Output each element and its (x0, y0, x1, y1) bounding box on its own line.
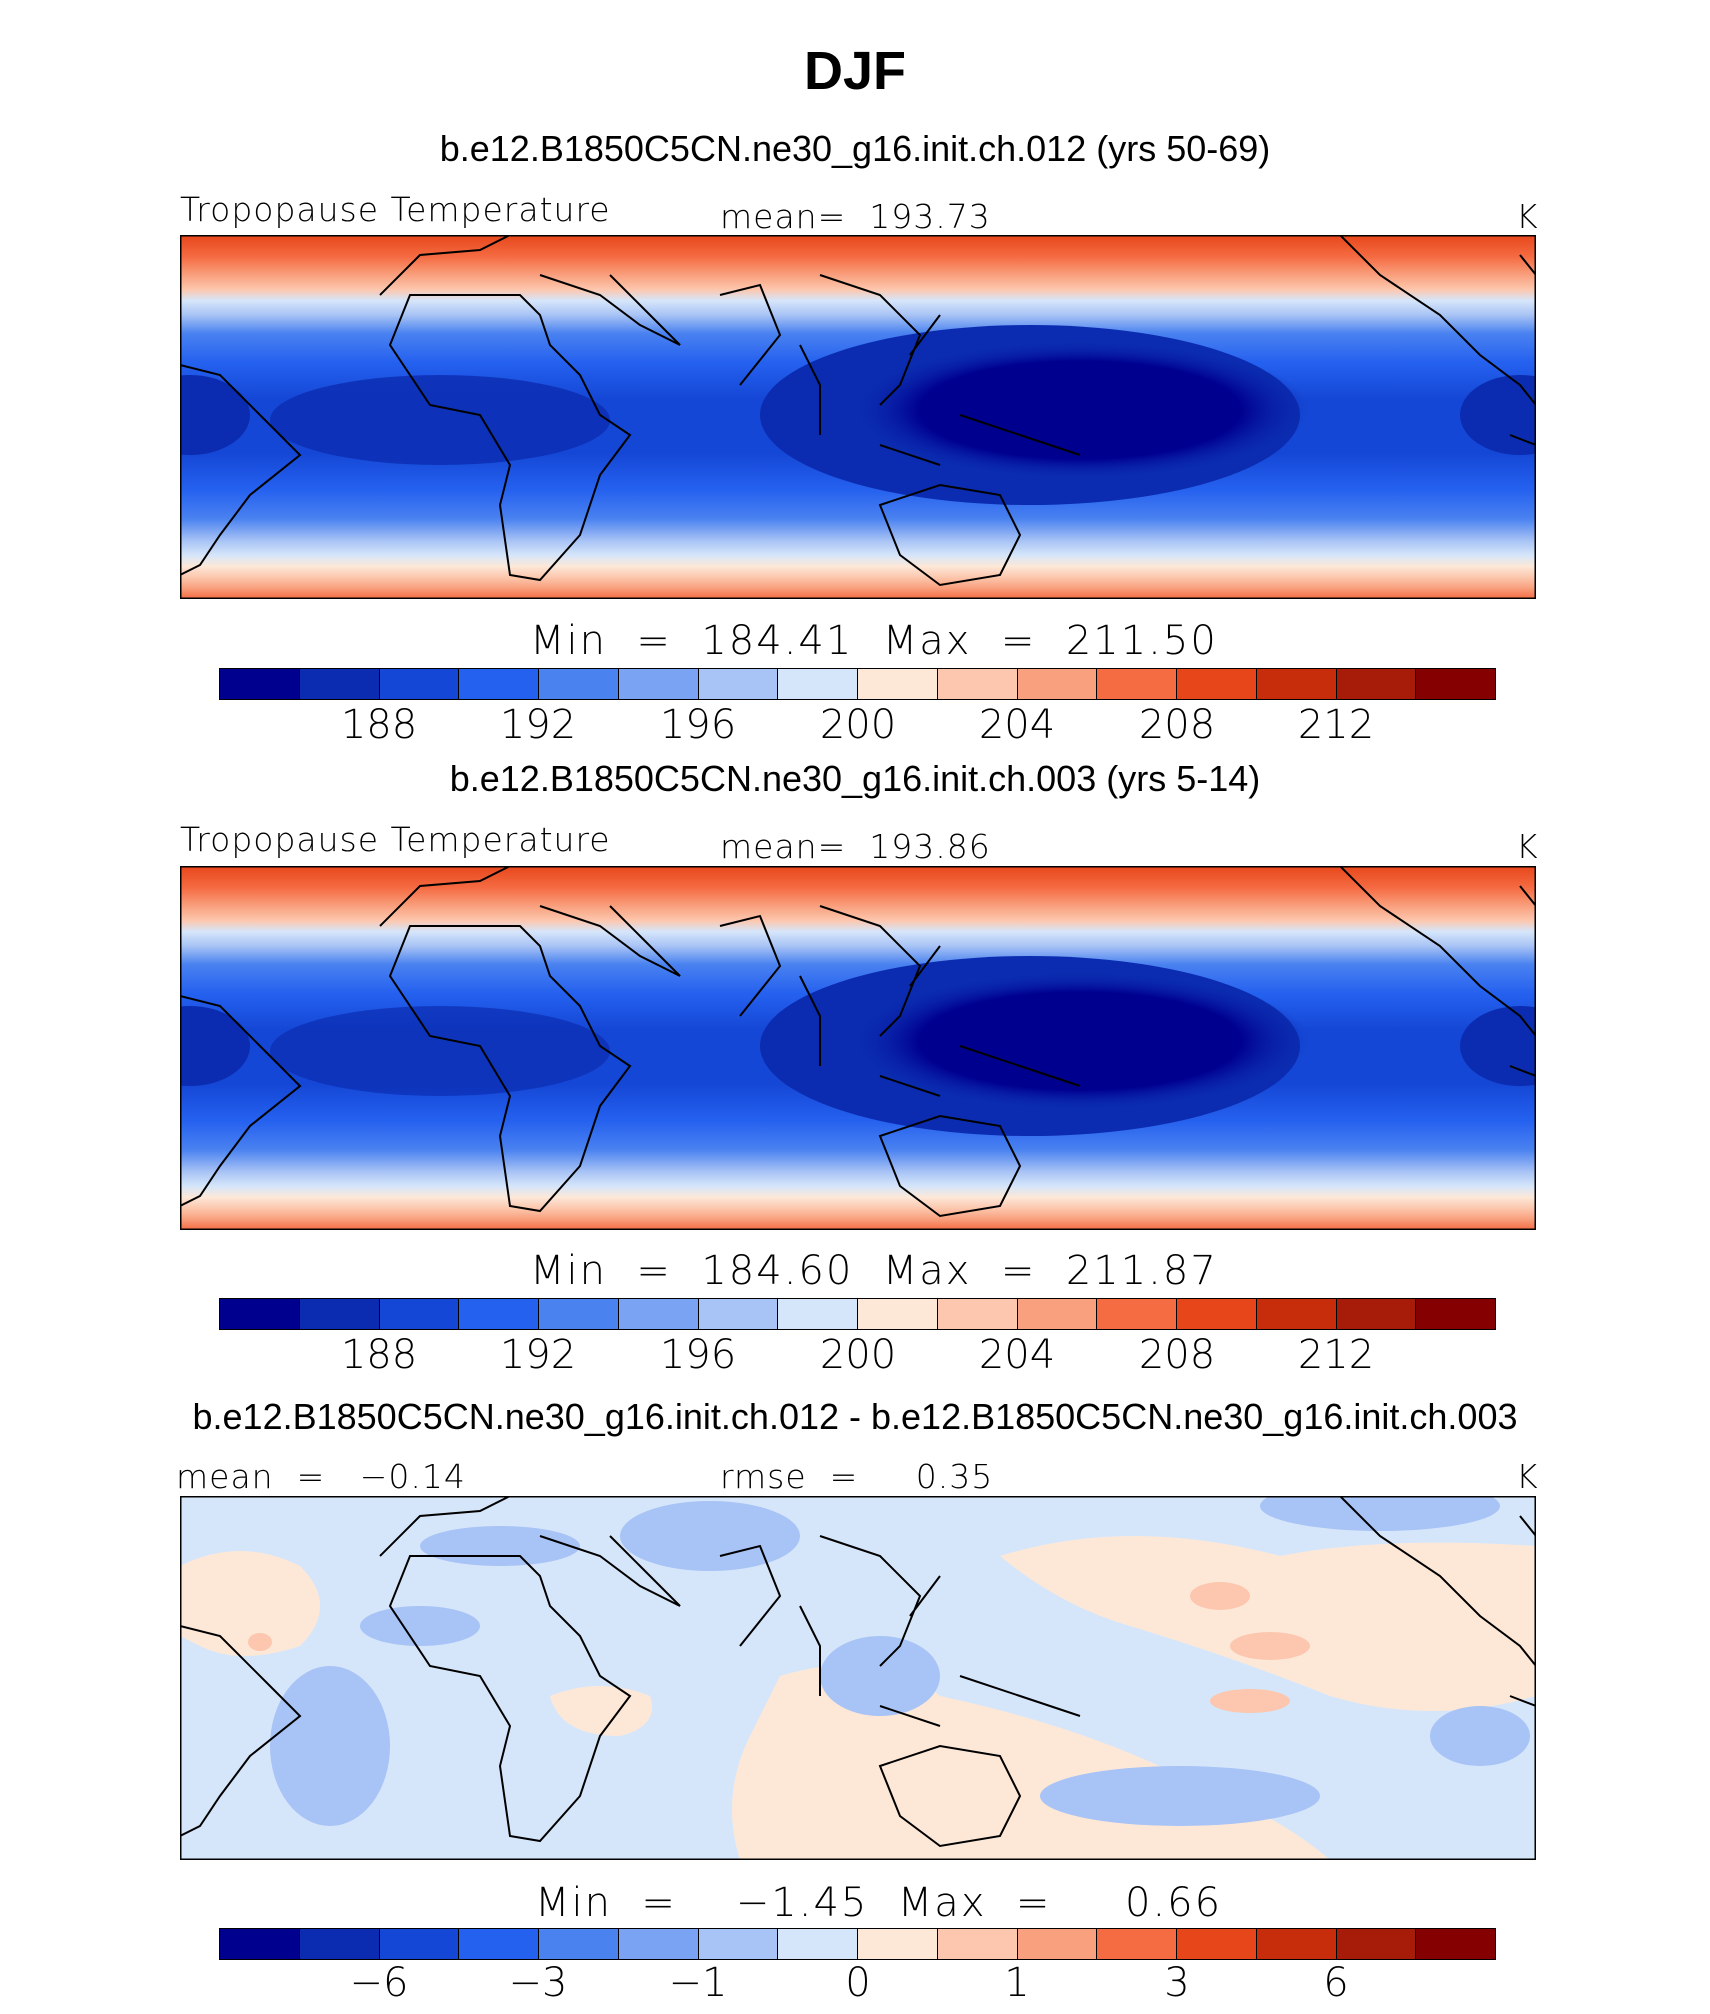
colorbar-swatch (618, 1299, 699, 1329)
colorbar-swatch (1097, 1299, 1177, 1329)
panel-1-map (180, 235, 1536, 599)
panel-2-coastlines (180, 866, 1536, 1218)
colorbar-swatch (539, 1299, 619, 1329)
colorbar-swatch (1416, 1299, 1495, 1329)
panel-3-mean-label: mean = −0.14 (176, 1457, 466, 1496)
panel-3-tick: 3 (1164, 1960, 1190, 2006)
colorbar-swatch (1336, 1299, 1417, 1329)
colorbar-swatch (539, 669, 619, 699)
colorbar-swatch (858, 669, 938, 699)
panel-3-coastlines (180, 1496, 1536, 1848)
colorbar-swatch (299, 1299, 380, 1329)
colorbar-swatch (1256, 1299, 1337, 1329)
panel-2-tick: 196 (659, 1332, 737, 1378)
panel-1-tick: 204 (978, 702, 1056, 748)
colorbar-swatch (1177, 1299, 1257, 1329)
colorbar-swatch (459, 1929, 539, 1959)
page-title: DJF (803, 41, 906, 101)
colorbar-swatch (698, 1929, 779, 1959)
colorbar-swatch (1336, 1929, 1417, 1959)
colorbar-swatch (1256, 1929, 1337, 1959)
panel-2-min-max: Min = 184.60 Max = 211.87 (530, 1248, 1218, 1294)
colorbar-swatch (778, 1299, 858, 1329)
colorbar-swatch (220, 1299, 300, 1329)
colorbar-swatch (1017, 1299, 1098, 1329)
colorbar-swatch (1017, 1929, 1098, 1959)
panel-1-tick: 200 (819, 702, 897, 748)
colorbar-swatch (1416, 669, 1495, 699)
panel-1-tick: 192 (499, 702, 577, 748)
colorbar-swatch (1177, 1929, 1257, 1959)
panel-3-unit-label: K (1516, 1457, 1539, 1496)
panel-1-case-title: b.e12.B1850C5CN.ne30_g16.init.ch.012 (yr… (439, 128, 1271, 169)
panel-3-tick: 0 (845, 1960, 871, 2006)
colorbar-swatch (1177, 669, 1257, 699)
panel-2-tick: 192 (499, 1332, 577, 1378)
colorbar-swatch (379, 1299, 460, 1329)
colorbar-swatch (299, 669, 380, 699)
colorbar-swatch (618, 669, 699, 699)
panel-1-tick: 188 (340, 702, 418, 748)
panel-1-unit-label: K (1516, 197, 1539, 236)
panel-2-mean-label: mean= 193.86 (720, 827, 991, 866)
colorbar-swatch (698, 669, 779, 699)
panel-2-tick: 208 (1138, 1332, 1216, 1378)
panel-1-variable-label: Tropopause Temperature (180, 190, 611, 229)
colorbar-swatch (1256, 669, 1337, 699)
panel-1-coastlines (180, 235, 1536, 587)
colorbar-swatch (1017, 669, 1098, 699)
colorbar-swatch (1097, 669, 1177, 699)
panel-2-warm-pool-minimum (850, 971, 1310, 1111)
panel-3-map (180, 1496, 1536, 1860)
colorbar-swatch (220, 669, 300, 699)
panel-1-tick: 196 (659, 702, 737, 748)
colorbar-swatch (379, 1929, 460, 1959)
colorbar-swatch (539, 1929, 619, 1959)
colorbar-swatch (778, 669, 858, 699)
colorbar-swatch (459, 1299, 539, 1329)
panel-2-tick: 200 (819, 1332, 897, 1378)
colorbar-swatch (858, 1929, 938, 1959)
panel-2-unit-label: K (1516, 827, 1539, 866)
panel-1-mean-label: mean= 193.73 (720, 197, 991, 236)
colorbar-swatch (937, 669, 1018, 699)
panel-3-positive-peaks (248, 1582, 1310, 1713)
colorbar-swatch (299, 1929, 380, 1959)
panel-2-map (180, 866, 1536, 1230)
colorbar-swatch (618, 1929, 699, 1959)
panel-3-tick: 6 (1323, 1960, 1349, 2006)
panel-2-tick: 204 (978, 1332, 1056, 1378)
panel-3-colorbar (219, 1928, 1496, 1960)
panel-1-colorbar (219, 668, 1496, 700)
colorbar-swatch (937, 1929, 1018, 1959)
panel-3-case-title: b.e12.B1850C5CN.ne30_g16.init.ch.012 - b… (192, 1396, 1518, 1437)
panel-1-tick: 212 (1297, 702, 1375, 748)
panel-2-tick: 212 (1297, 1332, 1375, 1378)
panel-1-min-max: Min = 184.41 Max = 211.50 (530, 618, 1218, 664)
panel-2-variable-label: Tropopause Temperature (180, 820, 611, 859)
panel-1-tick: 208 (1138, 702, 1216, 748)
panel-3-rmse-label: rmse = 0.35 (720, 1457, 994, 1496)
panel-3-tick: −6 (349, 1960, 409, 2006)
panel-3-tick: 1 (1004, 1960, 1030, 2006)
colorbar-swatch (698, 1299, 779, 1329)
colorbar-swatch (778, 1929, 858, 1959)
colorbar-swatch (1097, 1929, 1177, 1959)
panel-3-tick: −3 (508, 1960, 568, 2006)
colorbar-swatch (937, 1299, 1018, 1329)
colorbar-swatch (220, 1929, 300, 1959)
panel-2-tick: 188 (340, 1332, 418, 1378)
colorbar-swatch (1336, 669, 1417, 699)
colorbar-swatch (459, 669, 539, 699)
colorbar-swatch (379, 669, 460, 699)
colorbar-swatch (1416, 1929, 1495, 1959)
panel-2-case-title: b.e12.B1850C5CN.ne30_g16.init.ch.003 (yr… (449, 758, 1261, 799)
colorbar-swatch (858, 1299, 938, 1329)
panel-3-tick: −1 (668, 1960, 728, 2006)
panel-3-min-max: Min = −1.45 Max = 0.66 (535, 1880, 1223, 1926)
panel-2-colorbar (219, 1298, 1496, 1330)
